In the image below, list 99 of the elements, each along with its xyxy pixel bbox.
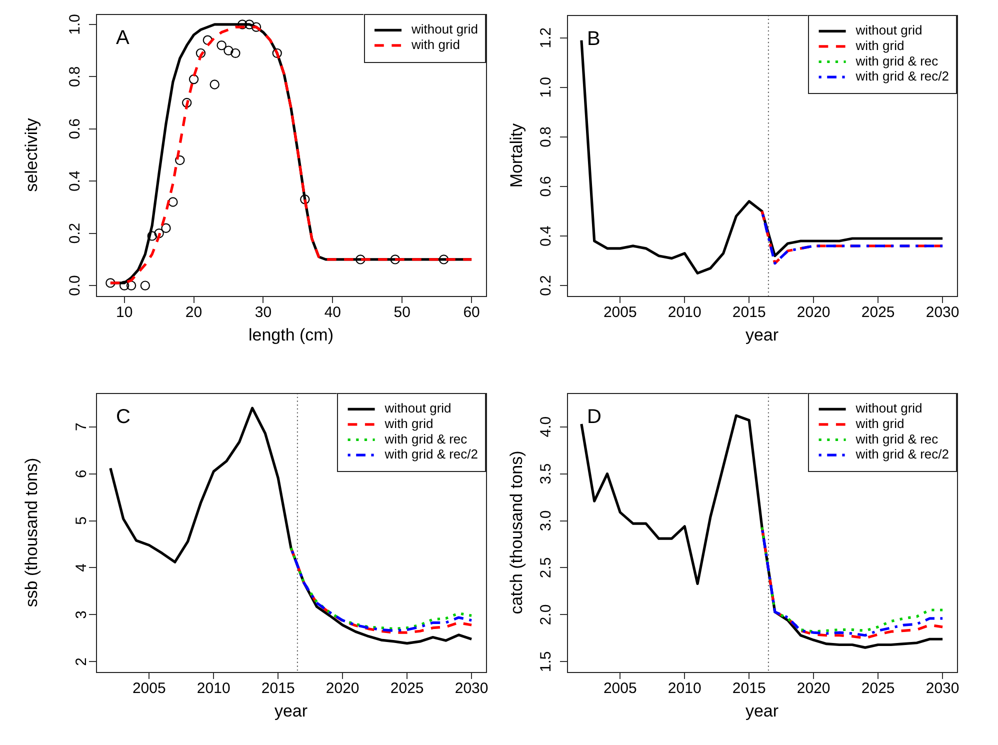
x-tick-label: 2020: [796, 680, 830, 698]
y-tick-label: 0.6: [66, 118, 84, 140]
x-tick-label: 10: [116, 304, 133, 322]
legend-label: with grid & rec: [854, 431, 939, 446]
x-tick-label: 2020: [796, 304, 830, 322]
legend-label: with grid & rec/2: [854, 446, 949, 462]
x-tick-label: 2005: [132, 680, 166, 698]
point: [147, 231, 157, 241]
x-tick-label: 2025: [861, 680, 895, 698]
y-axis-title: Mortality: [506, 122, 526, 188]
point: [154, 228, 164, 238]
point: [168, 197, 178, 207]
y-tick-label: 6: [72, 470, 90, 478]
x-tick-label: 2010: [196, 680, 230, 698]
legend-label: with grid & rec/2: [854, 68, 949, 84]
x-tick-label: 2010: [668, 680, 702, 698]
point: [224, 46, 234, 56]
x-tick-label: 2020: [326, 680, 360, 698]
x-tick-label: 2015: [732, 680, 766, 698]
y-tick-label: 5: [72, 516, 90, 525]
legend-label: without grid: [854, 400, 922, 416]
y-tick-label: 0.2: [66, 222, 84, 244]
point: [251, 22, 262, 32]
point: [106, 278, 116, 288]
legend-label: with grid & rec/2: [384, 446, 478, 462]
x-axis-title: year: [745, 325, 779, 344]
legend-label: with grid & rec: [384, 431, 468, 446]
annotation: C: [116, 406, 130, 428]
y-tick-label: 1.5: [538, 651, 555, 672]
y-tick-label: 2.0: [538, 604, 555, 626]
legend-label: without grid: [384, 400, 452, 416]
point: [244, 20, 254, 30]
point: [216, 40, 226, 50]
x-tick-label: 2025: [390, 680, 424, 698]
point: [196, 48, 206, 58]
point: [438, 254, 449, 264]
point: [272, 48, 282, 58]
y-tick-label: 0.0: [66, 275, 84, 296]
x-tick-label: 2030: [926, 680, 960, 698]
annotation: D: [587, 406, 602, 428]
legend-label: without grid: [854, 22, 922, 38]
x-tick-label: 2005: [603, 304, 637, 322]
x-tick-label: 2010: [668, 304, 702, 322]
y-tick-label: 2.5: [538, 557, 555, 578]
y-tick-label: 1.2: [538, 27, 555, 48]
y-tick-label: 1.0: [538, 76, 555, 98]
x-tick-label: 2030: [454, 680, 488, 698]
legend-label: without grid: [410, 22, 478, 37]
point: [202, 35, 213, 45]
point: [238, 20, 248, 30]
y-axis-title: ssb (thousand tons): [22, 458, 41, 608]
point: [188, 74, 199, 84]
annotation: B: [587, 28, 600, 50]
legend-label: with grid: [854, 416, 904, 432]
y-tick-label: 0.6: [538, 176, 555, 197]
x-axis-title: length (cm): [248, 325, 334, 344]
y-tick-label: 1.0: [66, 14, 84, 35]
point: [356, 254, 366, 264]
x-tick-label: 2005: [603, 680, 637, 698]
y-tick-label: 4: [72, 564, 90, 572]
point: [175, 155, 185, 166]
point: [300, 194, 310, 204]
legend-label: with grid: [384, 416, 434, 432]
y-tick-label: 3.0: [538, 510, 555, 532]
x-tick-label: 20: [185, 304, 202, 322]
point: [140, 280, 150, 290]
x-tick-label: 30: [254, 304, 272, 322]
point: [230, 48, 240, 58]
x-tick-label: 2030: [926, 304, 960, 322]
x-tick-label: 60: [463, 304, 480, 322]
annotation: A: [116, 27, 130, 49]
legend-label: with grid & rec: [854, 53, 939, 68]
y-axis-title: catch (thousand tons): [506, 450, 526, 614]
point: [126, 280, 136, 290]
y-tick-label: 7: [72, 422, 90, 431]
legend-label: with grid: [410, 37, 460, 52]
point: [182, 98, 192, 108]
point: [210, 80, 220, 90]
legend-label: with grid: [854, 38, 904, 54]
point: [161, 223, 171, 233]
y-tick-label: 0.2: [538, 275, 555, 296]
x-tick-label: 2015: [732, 304, 766, 322]
y-tick-label: 0.4: [538, 226, 555, 246]
y-tick-label: 0.4: [66, 170, 84, 192]
x-tick-label: 50: [394, 304, 410, 322]
x-axis-title: year: [274, 701, 308, 720]
y-axis-title: selectivity: [22, 118, 41, 192]
y-tick-label: 4.0: [538, 416, 555, 438]
y-tick-label: 3.5: [538, 463, 555, 484]
y-tick-label: 0.8: [66, 66, 84, 88]
y-tick-label: 3: [72, 610, 90, 619]
x-tick-label: 2015: [261, 680, 295, 698]
x-axis-title: year: [745, 701, 779, 720]
y-tick-label: 0.8: [538, 126, 555, 148]
point: [119, 280, 130, 290]
point: [390, 254, 400, 264]
x-tick-label: 40: [324, 304, 342, 322]
x-tick-label: 2025: [861, 304, 895, 322]
y-tick-label: 2: [72, 657, 90, 666]
